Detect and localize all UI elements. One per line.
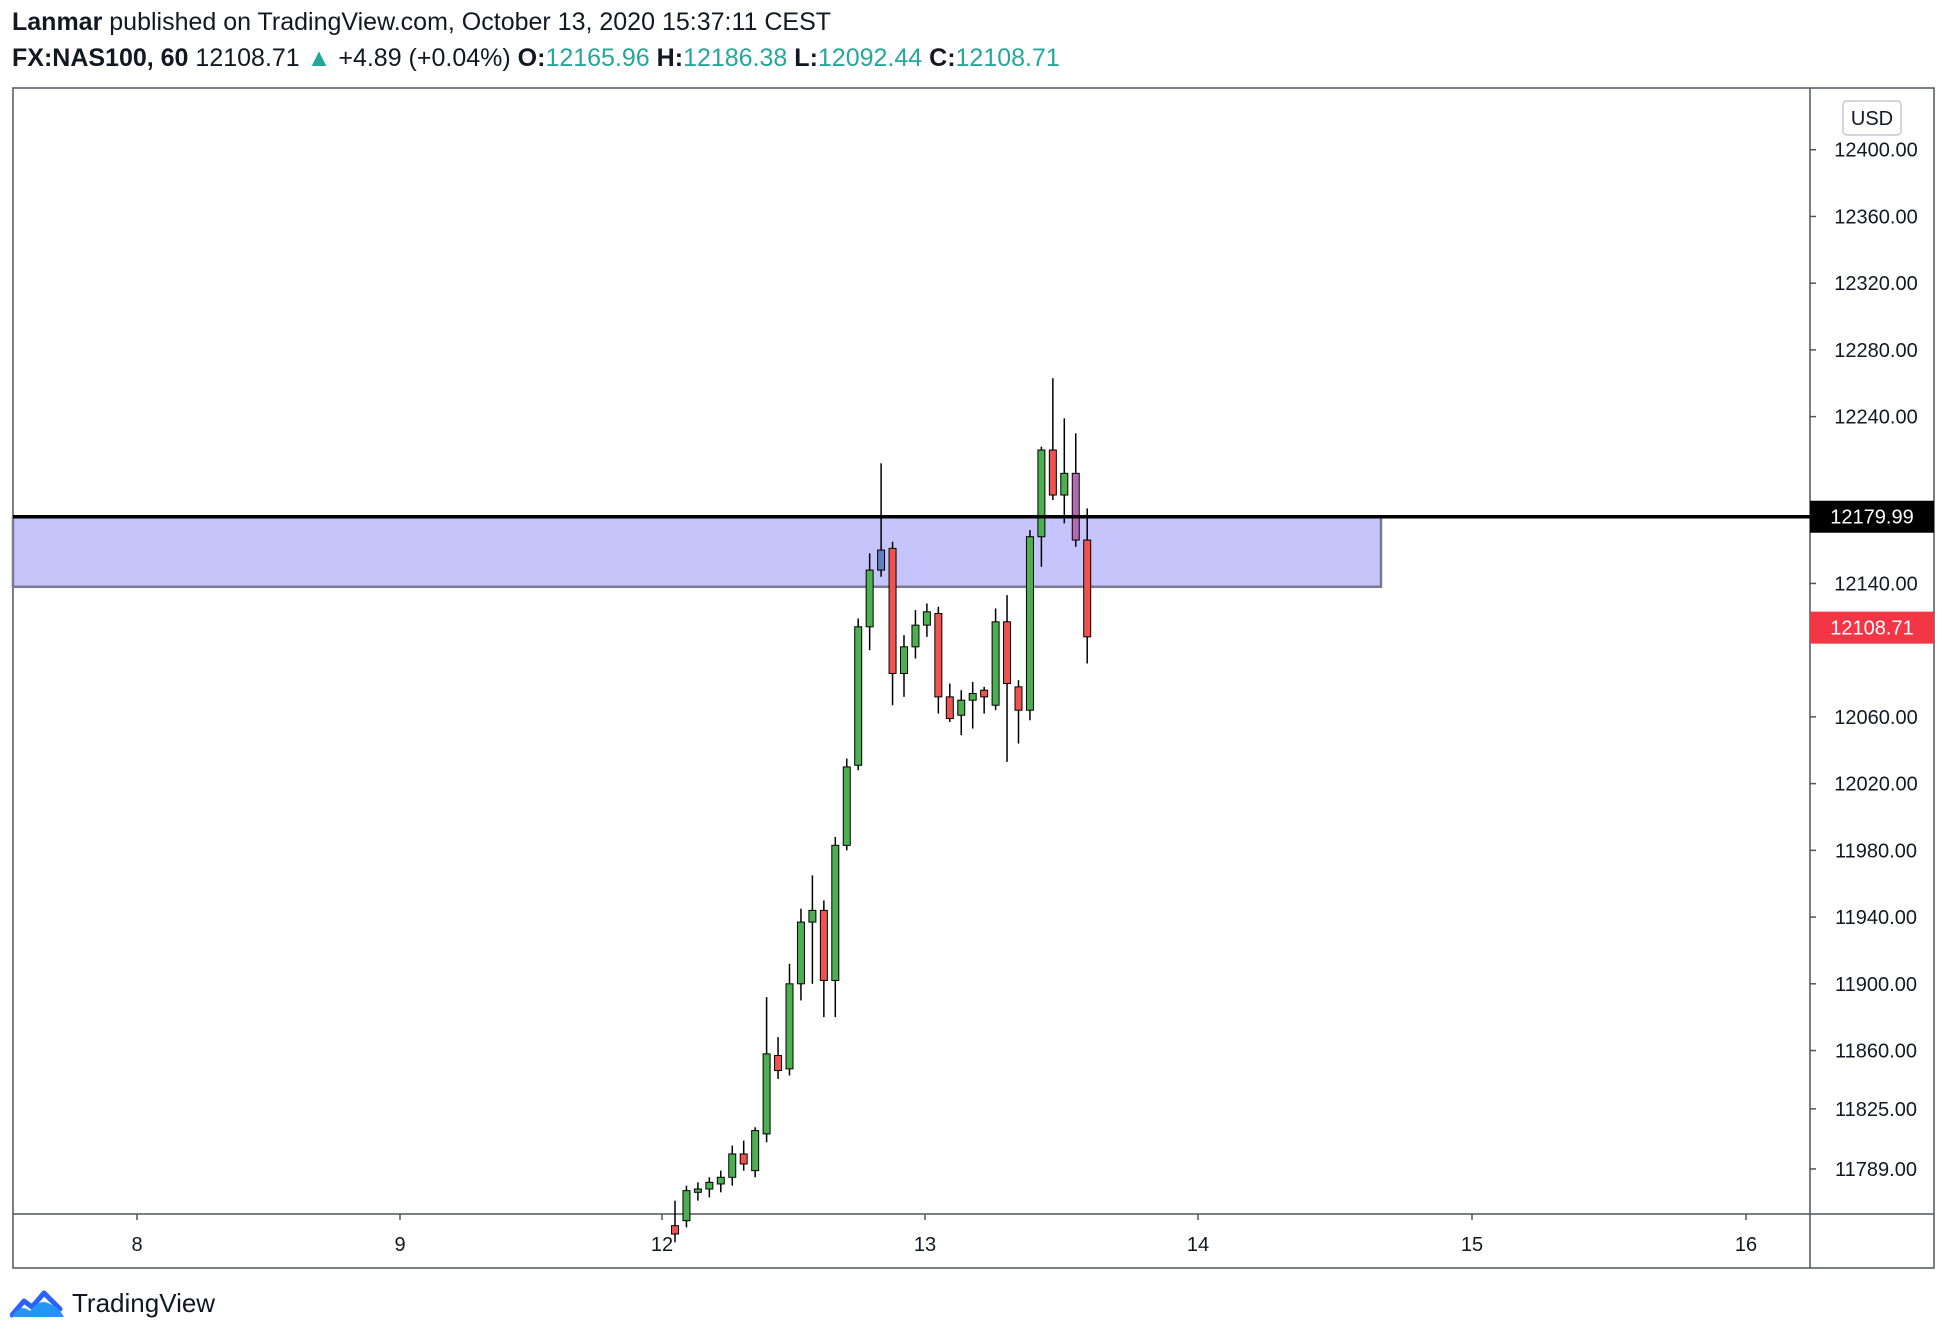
candle-body	[1060, 472, 1069, 496]
candle-body	[1037, 449, 1046, 538]
candle-body	[1071, 472, 1080, 541]
publish-info: Lanmar published on TradingView.com, Oct…	[12, 8, 831, 37]
currency-label: USD	[1851, 108, 1893, 130]
x-tick-label: 13	[914, 1234, 936, 1256]
candle-body	[705, 1181, 714, 1190]
low-label: L:	[794, 44, 818, 72]
x-tick-label: 12	[651, 1234, 673, 1256]
x-tick-label: 8	[131, 1234, 142, 1256]
x-tick-label: 15	[1461, 1234, 1483, 1256]
candle-body	[900, 646, 908, 675]
candle-body	[1014, 686, 1023, 711]
up-triangle-icon: ▲	[306, 44, 332, 72]
demand-zone	[11, 515, 1383, 589]
y-tick-label: 12140.00	[1834, 573, 1917, 595]
last-price: 12108.71	[195, 44, 300, 72]
currency-button[interactable]	[1842, 100, 1902, 136]
candle-body	[1003, 621, 1012, 685]
open-label: O:	[517, 44, 546, 72]
high-label: H:	[656, 44, 684, 72]
brand-name: TradingView	[72, 1288, 216, 1318]
y-tick-label: 12060.00	[1834, 707, 1917, 729]
candle-body	[854, 626, 863, 766]
candle-body	[934, 612, 943, 698]
last-price-tag	[1810, 611, 1934, 644]
low-value: 12092.44	[817, 44, 923, 72]
candle-body	[980, 689, 989, 698]
price-axis[interactable]: 12400.00 12360.00 12320.00 12280.00 12240.00…	[1810, 140, 1918, 1181]
candle-body	[865, 569, 874, 628]
chart-frame	[12, 87, 1935, 1269]
candle-body	[1025, 536, 1034, 711]
symbol-legend: FX:NAS100, 60 12108.71 ▲ +4.89 (+0.04%) …	[12, 44, 1060, 73]
candle-body	[831, 844, 840, 981]
y-tick-label: 12240.00	[1834, 407, 1917, 429]
candle-body	[945, 696, 954, 720]
candle-body	[877, 549, 886, 571]
candle-body	[762, 1053, 771, 1135]
candles-layer	[13, 378, 1810, 1243]
candle-body	[1083, 539, 1092, 638]
y-tick-label: 12320.00	[1834, 273, 1917, 295]
candle-body	[671, 1225, 679, 1235]
candle-body	[739, 1153, 748, 1165]
candle-body	[888, 547, 897, 675]
candle-body	[785, 983, 794, 1070]
candle-body	[728, 1153, 737, 1178]
x-tick-label: 9	[394, 1234, 405, 1256]
demand-zone-layer	[11, 515, 1383, 589]
tradingview-logo-icon	[10, 1290, 64, 1317]
author-name[interactable]: Lanmar	[12, 8, 103, 36]
price-change: +4.89 (+0.04%)	[338, 44, 511, 72]
candle-body	[968, 693, 977, 701]
y-tick-label: 11789.00	[1835, 1159, 1917, 1181]
candle-body	[693, 1188, 702, 1193]
candle-body	[991, 621, 1000, 706]
candle-body	[842, 766, 851, 846]
time-axis[interactable]: 8 9 12 13 14 15 16	[131, 1214, 1757, 1256]
x-tick-label: 14	[1187, 1234, 1209, 1256]
candle-body	[957, 699, 966, 716]
price-tags: 12179.99 12108.71	[1810, 500, 1934, 644]
candle-body	[716, 1176, 725, 1185]
candle-body	[751, 1130, 760, 1172]
y-tick-label: 12020.00	[1834, 774, 1917, 796]
y-tick-label: 11980.00	[1835, 840, 1917, 862]
y-tick-label: 11900.00	[1835, 974, 1917, 996]
brand-footer[interactable]: TradingView	[10, 1288, 215, 1319]
candle-body	[808, 909, 817, 923]
resistance-price-label: 12179.99	[1830, 507, 1913, 529]
candle-body	[682, 1190, 691, 1222]
open-value: 12165.96	[545, 44, 650, 72]
y-tick-label: 12360.00	[1834, 206, 1917, 228]
candle-body	[774, 1055, 783, 1072]
publish-text: published on TradingView.com, October 13…	[109, 8, 832, 36]
candle-body	[796, 921, 805, 985]
y-tick-label: 12280.00	[1834, 340, 1917, 362]
close-value: 12108.71	[955, 44, 1060, 72]
high-value: 12186.38	[683, 44, 788, 72]
last-price-label: 12108.71	[1830, 618, 1913, 640]
x-tick-label: 16	[1735, 1234, 1757, 1256]
y-tick-label: 11825.00	[1835, 1099, 1917, 1121]
resistance-price-tag	[1810, 500, 1934, 533]
y-tick-label: 12400.00	[1834, 140, 1917, 162]
y-tick-label: 11860.00	[1835, 1041, 1917, 1063]
y-tick-label: 11940.00	[1835, 907, 1917, 929]
candle-body	[911, 624, 920, 648]
candle-body	[922, 611, 931, 626]
close-label: C:	[929, 44, 956, 72]
symbol-label[interactable]: FX:NAS100, 60	[12, 44, 189, 72]
candle-body	[819, 909, 828, 981]
candle-body	[1048, 449, 1057, 496]
